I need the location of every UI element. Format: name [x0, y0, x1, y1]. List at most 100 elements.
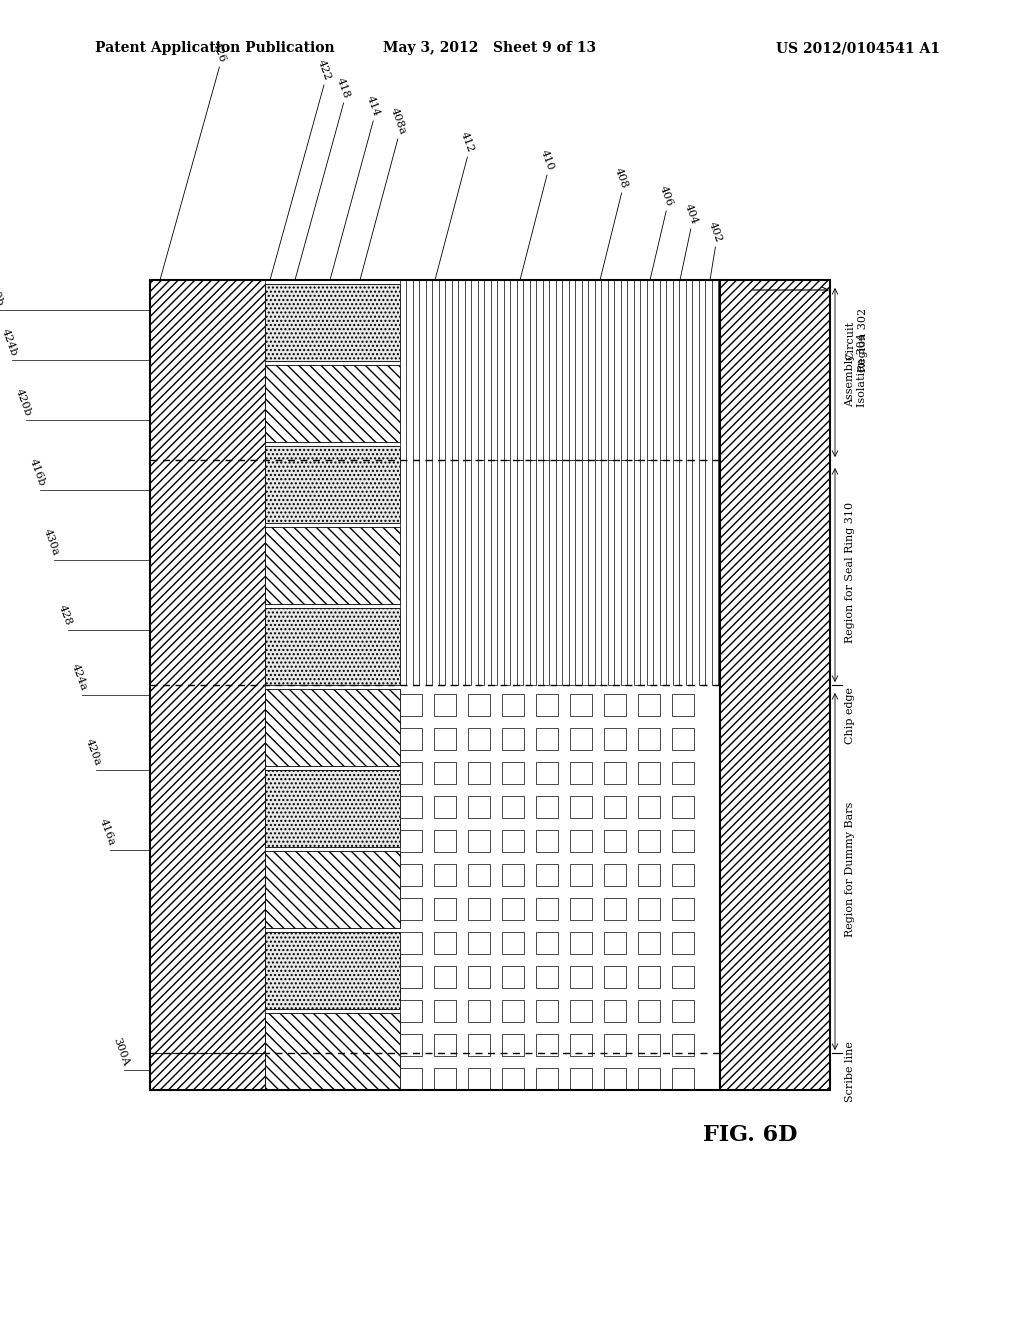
- Bar: [400, 1001, 422, 1022]
- Bar: [604, 898, 626, 920]
- Text: Region 302: Region 302: [858, 308, 868, 372]
- Bar: [434, 1068, 456, 1090]
- Bar: [543, 459, 549, 685]
- Bar: [468, 830, 490, 851]
- Text: 402: 402: [707, 220, 724, 244]
- Bar: [502, 932, 524, 954]
- Bar: [536, 898, 558, 920]
- Bar: [150, 280, 830, 1090]
- Bar: [502, 762, 524, 784]
- Bar: [604, 932, 626, 954]
- Text: Region for Dummy Bars: Region for Dummy Bars: [845, 801, 855, 937]
- Bar: [468, 932, 490, 954]
- Bar: [265, 770, 400, 847]
- Text: 414: 414: [365, 95, 382, 117]
- Bar: [413, 459, 419, 685]
- Bar: [608, 280, 614, 459]
- Bar: [604, 694, 626, 715]
- Text: Chip edge: Chip edge: [845, 686, 855, 743]
- Text: 408: 408: [613, 166, 630, 190]
- Bar: [638, 830, 660, 851]
- Text: 428: 428: [56, 603, 74, 627]
- Bar: [638, 865, 660, 886]
- Bar: [478, 280, 484, 459]
- Bar: [570, 966, 592, 987]
- Bar: [647, 459, 653, 685]
- Bar: [672, 865, 694, 886]
- Bar: [502, 1068, 524, 1090]
- Bar: [569, 459, 575, 685]
- Bar: [400, 796, 422, 818]
- Bar: [536, 796, 558, 818]
- Bar: [439, 459, 445, 685]
- Bar: [400, 459, 406, 685]
- Bar: [604, 830, 626, 851]
- Text: US 2012/0104541 A1: US 2012/0104541 A1: [776, 41, 940, 55]
- Text: 404: 404: [682, 202, 699, 226]
- Bar: [413, 280, 419, 459]
- Bar: [673, 459, 679, 685]
- Bar: [712, 459, 718, 685]
- Bar: [686, 280, 692, 459]
- Bar: [452, 459, 458, 685]
- Bar: [434, 932, 456, 954]
- Bar: [638, 966, 660, 987]
- Bar: [502, 1034, 524, 1056]
- Bar: [621, 459, 627, 685]
- Text: 430b: 430b: [0, 277, 4, 308]
- Bar: [265, 284, 400, 360]
- Bar: [570, 1034, 592, 1056]
- Bar: [570, 694, 592, 715]
- Bar: [400, 280, 406, 459]
- Bar: [712, 280, 718, 459]
- Bar: [400, 762, 422, 784]
- Bar: [434, 729, 456, 750]
- Text: 420a: 420a: [84, 738, 102, 767]
- Bar: [638, 1034, 660, 1056]
- Bar: [400, 830, 422, 851]
- Bar: [434, 865, 456, 886]
- Bar: [468, 898, 490, 920]
- Bar: [517, 280, 523, 459]
- Bar: [672, 898, 694, 920]
- Bar: [400, 966, 422, 987]
- Bar: [434, 830, 456, 851]
- Bar: [673, 280, 679, 459]
- Bar: [570, 865, 592, 886]
- Bar: [638, 762, 660, 784]
- Bar: [465, 280, 471, 459]
- Bar: [502, 729, 524, 750]
- Bar: [582, 280, 588, 459]
- Bar: [265, 609, 400, 685]
- Bar: [634, 459, 640, 685]
- Bar: [634, 280, 640, 459]
- Bar: [400, 729, 422, 750]
- Bar: [536, 966, 558, 987]
- Bar: [265, 446, 400, 523]
- Bar: [660, 459, 666, 685]
- Bar: [595, 280, 601, 459]
- Bar: [604, 1068, 626, 1090]
- Bar: [400, 865, 422, 886]
- Bar: [604, 966, 626, 987]
- Bar: [468, 865, 490, 886]
- Bar: [468, 966, 490, 987]
- Text: 418: 418: [335, 77, 352, 100]
- Text: 300A: 300A: [112, 1036, 131, 1067]
- Text: Patent Application Publication: Patent Application Publication: [95, 41, 335, 55]
- Text: 416b: 416b: [28, 457, 46, 487]
- Bar: [452, 280, 458, 459]
- Bar: [265, 932, 400, 1008]
- Bar: [686, 459, 692, 685]
- Bar: [536, 830, 558, 851]
- Bar: [400, 898, 422, 920]
- Text: 422: 422: [315, 58, 333, 82]
- Text: May 3, 2012   Sheet 9 of 13: May 3, 2012 Sheet 9 of 13: [383, 41, 597, 55]
- Bar: [400, 694, 422, 715]
- Bar: [604, 1001, 626, 1022]
- Bar: [570, 932, 592, 954]
- Text: 406: 406: [657, 185, 675, 209]
- Bar: [569, 280, 575, 459]
- Bar: [517, 459, 523, 685]
- Bar: [536, 729, 558, 750]
